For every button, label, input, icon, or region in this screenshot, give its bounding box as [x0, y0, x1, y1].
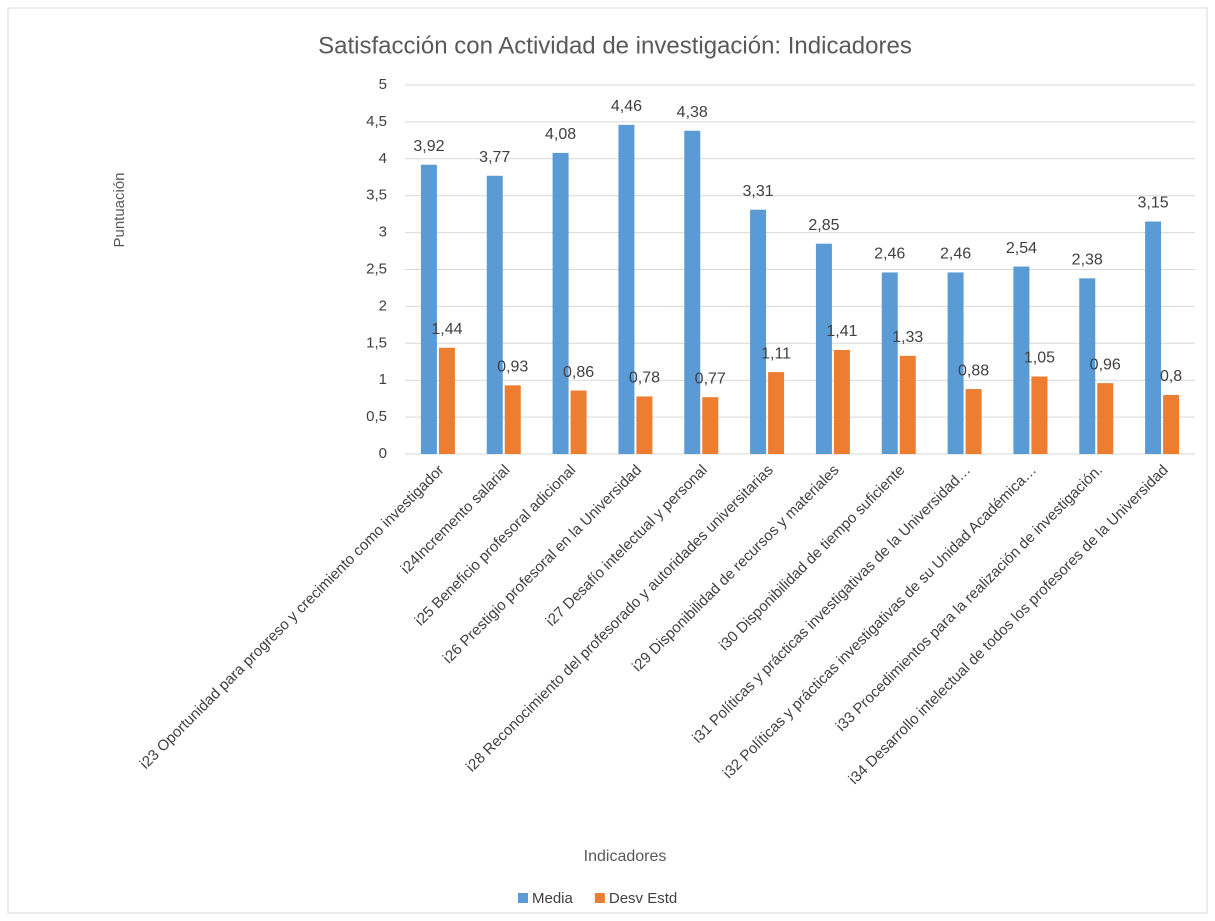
value-label: 2,38 [1072, 252, 1103, 269]
value-label: 2,46 [874, 246, 905, 263]
chart-title: Satisfacción con Actividad de investigac… [318, 32, 912, 59]
legend-label: Desv Estd [609, 890, 677, 907]
bar [965, 389, 982, 454]
y-tick-label: 1,5 [366, 334, 387, 351]
value-label: 0,88 [958, 362, 989, 379]
bar [1145, 221, 1162, 454]
legend-swatch [518, 893, 528, 903]
value-label: 1,11 [761, 345, 791, 362]
bar [815, 243, 832, 454]
y-tick-label: 2 [379, 297, 387, 314]
y-tick-label: 2,5 [366, 260, 387, 277]
bar [1013, 266, 1030, 454]
y-tick-label: 4 [379, 150, 387, 167]
bar [768, 372, 785, 454]
y-tick-label: 4,5 [366, 113, 387, 130]
value-label: 1,05 [1024, 350, 1055, 367]
value-label: 2,54 [1006, 240, 1037, 257]
value-label: 3,77 [479, 149, 510, 166]
bar [504, 385, 521, 454]
bar [1097, 383, 1114, 454]
value-label: 3,92 [413, 138, 444, 155]
y-tick-label: 3 [379, 224, 387, 241]
value-label: 3,15 [1138, 195, 1169, 212]
y-tick-label: 0,5 [366, 408, 387, 425]
bar [618, 124, 635, 455]
y-axis-label: Puntuación [111, 172, 128, 247]
chart-border [7, 7, 1208, 914]
bar [438, 347, 455, 454]
value-label: 0,93 [497, 359, 528, 376]
value-label: 0,96 [1090, 356, 1121, 373]
value-label: 1,33 [892, 329, 923, 346]
bar [570, 390, 587, 454]
bar [899, 355, 916, 454]
bar [1079, 278, 1096, 454]
y-tick-label: 1 [379, 371, 387, 388]
value-label: 4,38 [677, 104, 708, 121]
value-label: 0,8 [1160, 368, 1182, 385]
value-label: 4,08 [545, 126, 576, 143]
bar [750, 209, 767, 454]
x-axis-label: Indicadores [584, 848, 667, 865]
bar [947, 272, 964, 454]
bar [486, 175, 503, 455]
value-label: 1,41 [826, 323, 857, 340]
bar [684, 130, 701, 455]
value-label: 0,77 [695, 370, 726, 387]
value-label: 0,78 [629, 370, 660, 387]
value-label: 4,46 [611, 98, 642, 115]
bar [636, 396, 653, 454]
value-label: 2,85 [808, 217, 839, 234]
bar [552, 152, 569, 454]
legend-swatch [594, 893, 605, 903]
bar [833, 349, 850, 454]
bar [1163, 394, 1180, 454]
y-tick-label: 3,5 [366, 187, 387, 204]
bar [881, 272, 898, 454]
bar [702, 397, 719, 454]
y-tick-label: 5 [379, 76, 387, 93]
legend-label: Media [532, 890, 574, 907]
value-label: 1,44 [431, 321, 462, 338]
bar [420, 164, 437, 455]
value-label: 0,86 [563, 364, 594, 381]
y-tick-label: 0 [379, 445, 387, 462]
value-label: 3,31 [743, 183, 774, 200]
bar [1031, 376, 1048, 454]
value-label: 2,46 [940, 246, 971, 263]
